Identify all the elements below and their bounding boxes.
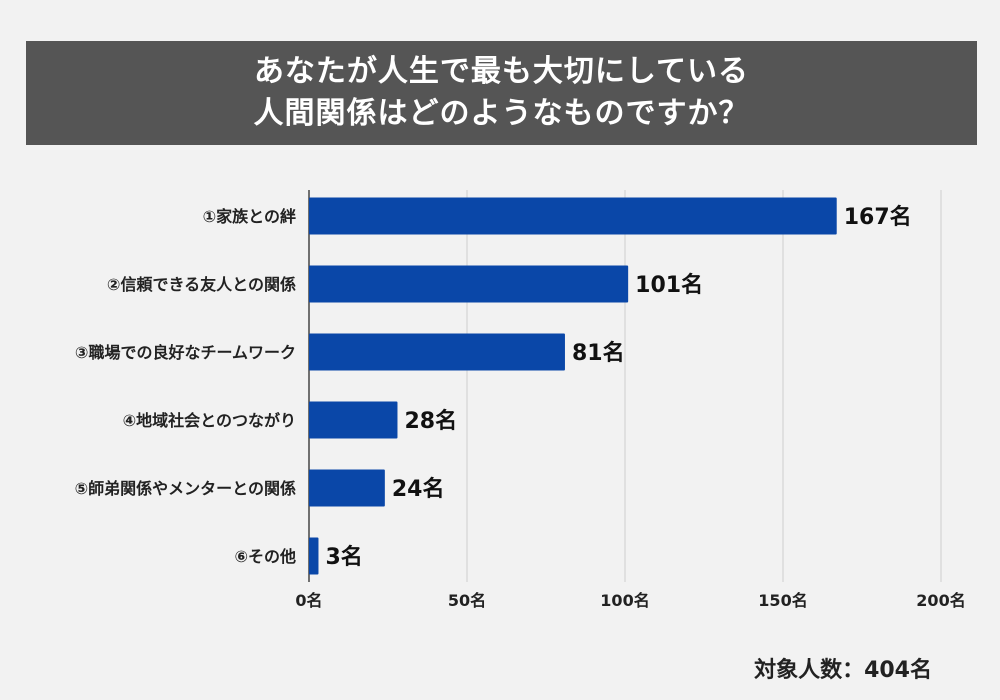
category-label-6: ⑥その他: [234, 547, 296, 566]
category-label-4: ④地域社会とのつながり: [123, 411, 296, 430]
category-label-1: ①家族との絆: [203, 207, 296, 226]
category-label-5: ⑤師弟関係やメンターとの関係: [75, 479, 296, 498]
respondent-count-footnote: 対象人数：404名: [754, 658, 932, 683]
chart-title-line-1: あなたが人生で最も大切にしている: [253, 54, 750, 89]
x-tick-label-0: 0名: [295, 591, 322, 610]
bar-6: [309, 537, 319, 575]
bar-2: [309, 265, 629, 303]
chart-title-banner: あなたが人生で最も大切にしている 人間関係はどのようなものですか？: [26, 41, 977, 145]
x-tick-label-200: 200名: [916, 591, 965, 610]
bar-value-label-4: 28名: [404, 408, 457, 434]
bar-5: [309, 469, 385, 507]
category-label-3: ③職場での良好なチームワーク: [75, 343, 296, 362]
x-tick-label-150: 150名: [758, 591, 807, 610]
bar-value-label-2: 101名: [635, 272, 703, 298]
bar-3: [309, 333, 565, 371]
bar-value-label-3: 81名: [572, 340, 625, 366]
bar-value-label-5: 24名: [392, 476, 445, 502]
bar-value-label-6: 3名: [325, 544, 362, 570]
bar-4: [309, 401, 398, 439]
x-tick-label-100: 100名: [600, 591, 649, 610]
category-label-2: ②信頼できる友人との関係: [107, 275, 296, 294]
chart-title-line-2: 人間関係はどのようなものですか？: [253, 96, 750, 131]
bar-1: [309, 197, 837, 235]
x-tick-label-50: 50名: [448, 591, 486, 610]
bar-value-label-1: 167名: [844, 204, 912, 230]
